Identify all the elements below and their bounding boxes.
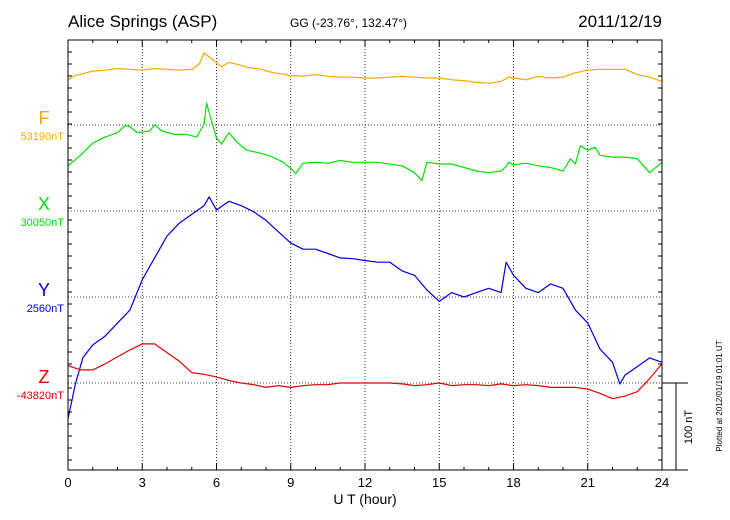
x-tick-label: 3: [139, 475, 146, 490]
x-axis: 0 3 6 9 12 15 18 21 24: [64, 40, 669, 490]
plotted-at-footnote: Plotted at 2012/01/19 01:01 UT: [715, 340, 724, 451]
series-line-f: [67, 52, 663, 84]
channel-baseline-z: -43820nT: [17, 390, 64, 402]
x-tick-label: 21: [581, 475, 595, 490]
chart-title-station: Alice Springs (ASP): [68, 12, 217, 31]
plot-frame: [67, 39, 663, 471]
scale-bar-label: 100 nT: [683, 410, 695, 445]
channel-labels: F 53190nT X 30050nT Y 2560nT Z -43820nT: [17, 108, 64, 402]
scale-bar: 100 nT: [662, 382, 695, 471]
channel-name-x: X: [38, 194, 50, 214]
channel-name-y: Y: [38, 280, 50, 300]
x-tick-label: 6: [213, 475, 220, 490]
x-tick-label: 18: [506, 475, 520, 490]
series-line-y: [67, 196, 663, 419]
series-line-z: [67, 343, 663, 400]
x-tick-label: 12: [358, 475, 372, 490]
x-tick-label: 24: [655, 475, 669, 490]
channel-baseline-f: 53190nT: [21, 131, 65, 143]
channel-name-f: F: [39, 108, 50, 128]
x-tick-label: 9: [287, 475, 294, 490]
channel-baseline-x: 30050nT: [21, 217, 65, 229]
series-line-x: [67, 102, 663, 182]
chart-title-coords: GG (-23.76°, 132.47°): [290, 16, 407, 30]
x-tick-label: 0: [64, 475, 71, 490]
series-lines: [67, 52, 663, 419]
x-tick-label: 15: [432, 475, 446, 490]
grid: [68, 40, 662, 470]
channel-name-z: Z: [39, 367, 50, 387]
chart-title-date: 2011/12/19: [578, 12, 662, 31]
x-axis-label: U T (hour): [333, 491, 396, 507]
channel-baseline-y: 2560nT: [27, 303, 65, 315]
